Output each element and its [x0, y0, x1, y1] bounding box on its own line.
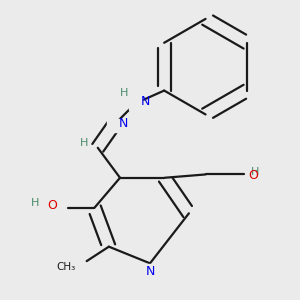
- Text: CH₃: CH₃: [56, 262, 76, 272]
- Text: O: O: [47, 199, 57, 212]
- Text: O: O: [248, 169, 258, 182]
- Text: N: N: [145, 265, 155, 278]
- Text: H: H: [251, 167, 260, 177]
- Bar: [107, 119, 120, 132]
- Text: N: N: [141, 94, 150, 108]
- Text: H: H: [31, 198, 39, 208]
- Bar: [129, 97, 142, 110]
- Text: H: H: [80, 138, 88, 148]
- Text: N: N: [118, 117, 128, 130]
- Text: H: H: [120, 88, 129, 98]
- Bar: [143, 264, 157, 278]
